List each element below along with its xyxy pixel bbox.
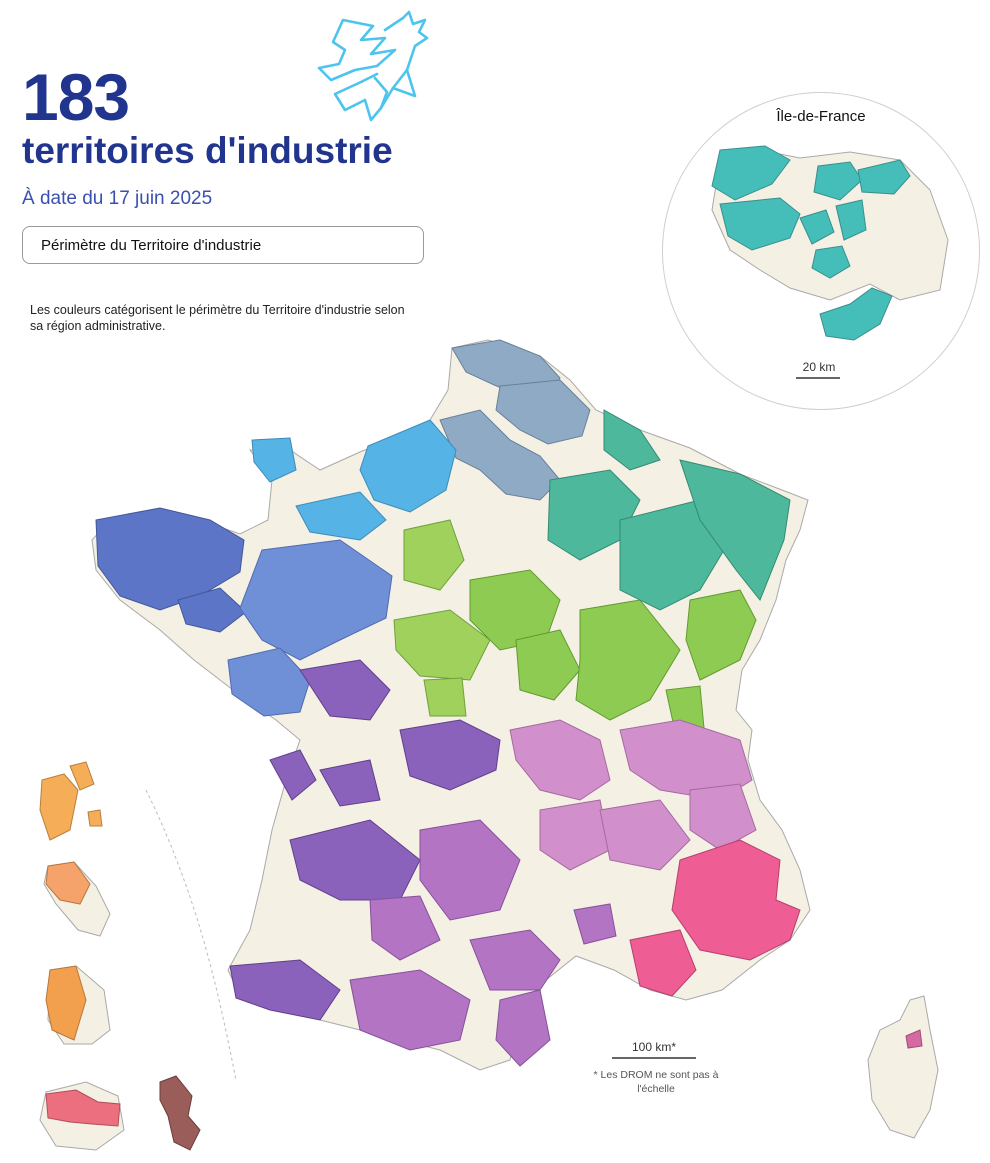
territory-mayotte [159,1075,201,1151]
territory-bourgogne-franche-comte [685,589,757,681]
territory-bourgogne-franche-comte [665,685,705,737]
territory-occitanie [369,895,441,961]
territory-normandie [251,437,297,483]
territory-hauts-de-france [495,379,591,445]
territory-guyane [45,965,87,1041]
coq-logo-icon [317,10,429,122]
inset-scale-label: 20 km [802,360,836,374]
drom-separator [145,789,237,1081]
territory-grand-est [619,499,731,611]
territory-occitanie [419,819,521,921]
color-note: Les couleurs catégorisent le périmètre d… [30,303,405,334]
territory-nouvelle-aquitaine [289,819,421,901]
date-label: À date du 17 juin 2025 [22,188,213,209]
territory-nouvelle-aquitaine [269,749,317,801]
territory-occitanie [349,969,471,1051]
reunion-land [39,1081,125,1151]
territory-pays-de-la-loire [239,539,393,661]
territory-nouvelle-aquitaine [229,959,341,1021]
territory-nouvelle-aquitaine [399,719,501,791]
scale-note: * Les DROM ne sont pas à l'échelle [593,1069,719,1095]
territory-nouvelle-aquitaine [299,659,391,721]
france-land [91,339,811,1071]
territory-grand-est [547,469,641,561]
territory-bourgogne-franche-comte [515,629,581,701]
territory-auvergne-rhone-alpes [599,799,691,871]
martinique-land [43,861,111,937]
territory-normandie [359,419,457,513]
page-title: territoires d'industrie [22,130,393,171]
corse-land [867,995,939,1139]
territory-grand-est [603,409,661,471]
territory-paca [671,839,801,961]
territory-centre-val-de-loire [403,519,465,591]
territory-centre-val-de-loire [423,677,467,717]
territory-occitanie [469,929,561,991]
territory-occitanie [495,989,551,1067]
territory-paca [629,929,697,997]
legend-box: Périmètre du Territoire d'industrie [22,226,424,264]
territory-corse [905,1029,923,1049]
territory-hauts-de-france [439,409,561,501]
territory-reunion [45,1089,121,1127]
territory-centre-val-de-loire [393,609,491,681]
territory-count: 183 [22,60,130,134]
territory-auvergne-rhone-alpes [539,799,611,871]
territory-auvergne-rhone-alpes [509,719,611,801]
scale-label: 100 km* [631,1040,677,1054]
territory-normandie [295,491,387,541]
territory-bretagne [177,587,247,633]
inset-title: Île-de-France [776,108,866,125]
territory-occitanie [573,903,617,945]
legend-label: Périmètre du Territoire d'industrie [41,236,262,254]
guadeloupe-land [69,761,95,791]
guyane-land [47,965,111,1045]
territory-auvergne-rhone-alpes [689,783,757,851]
territory-bourgogne-franche-comte [575,599,681,721]
guadeloupe-land [87,809,103,827]
guadeloupe-land [39,773,79,841]
territory-grand-est [679,459,791,601]
territory-nouvelle-aquitaine [319,759,381,807]
territory-hauts-de-france [451,339,561,401]
territory-martinique [45,861,91,905]
territory-pays-de-la-loire [227,647,311,717]
territory-bourgogne-franche-comte [469,569,561,651]
territory-auvergne-rhone-alpes [619,719,753,801]
territory-bretagne [95,507,245,611]
